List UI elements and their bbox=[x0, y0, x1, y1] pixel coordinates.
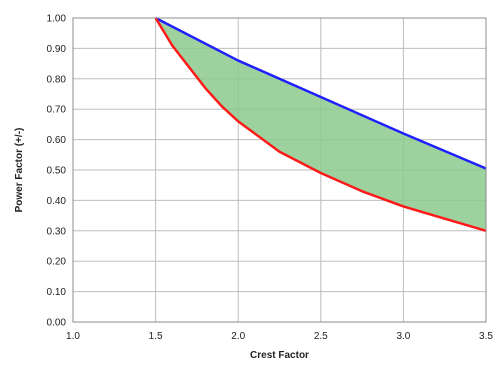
y-tick-label: 0.30 bbox=[47, 226, 67, 237]
x-tick-label: 3.0 bbox=[396, 331, 410, 342]
y-tick-label: 0.70 bbox=[47, 105, 67, 116]
x-tick-label: 1.0 bbox=[66, 331, 80, 342]
x-tick-label: 3.5 bbox=[479, 331, 493, 342]
y-tick-label: 0.50 bbox=[47, 166, 67, 177]
x-axis-title: Crest Factor bbox=[250, 350, 309, 361]
series-line-1 bbox=[154, 17, 487, 232]
y-tick-label: 0.10 bbox=[47, 287, 67, 298]
x-tick-label: 2.0 bbox=[231, 331, 245, 342]
plot-frame bbox=[72, 17, 487, 323]
series-line-0 bbox=[155, 16, 487, 170]
y-axis-ticks: 0.00 0.10 0.20 0.30 0.40 0.50 0.60 0.70 0.80 0.90… bbox=[47, 14, 67, 329]
series-lines bbox=[154, 16, 487, 232]
y-tick-label: 0.20 bbox=[47, 257, 67, 268]
y-tick-label: 0.00 bbox=[47, 318, 67, 329]
y-tick-label: 0.60 bbox=[47, 135, 67, 146]
fill-between-area bbox=[155, 18, 486, 231]
y-tick-label: 0.80 bbox=[47, 74, 67, 85]
y-tick-label: 0.90 bbox=[47, 44, 67, 55]
x-axis-ticks: 1.0 1.5 2.0 2.5 3.0 3.5 bbox=[66, 331, 493, 342]
x-tick-label: 1.5 bbox=[149, 331, 163, 342]
x-tick-label: 2.5 bbox=[314, 331, 328, 342]
y-tick-label: 0.40 bbox=[47, 196, 67, 207]
shaded-region bbox=[155, 18, 486, 231]
y-axis-title: Power Factor (+/-) bbox=[14, 128, 25, 213]
y-tick-label: 1.00 bbox=[47, 14, 67, 25]
